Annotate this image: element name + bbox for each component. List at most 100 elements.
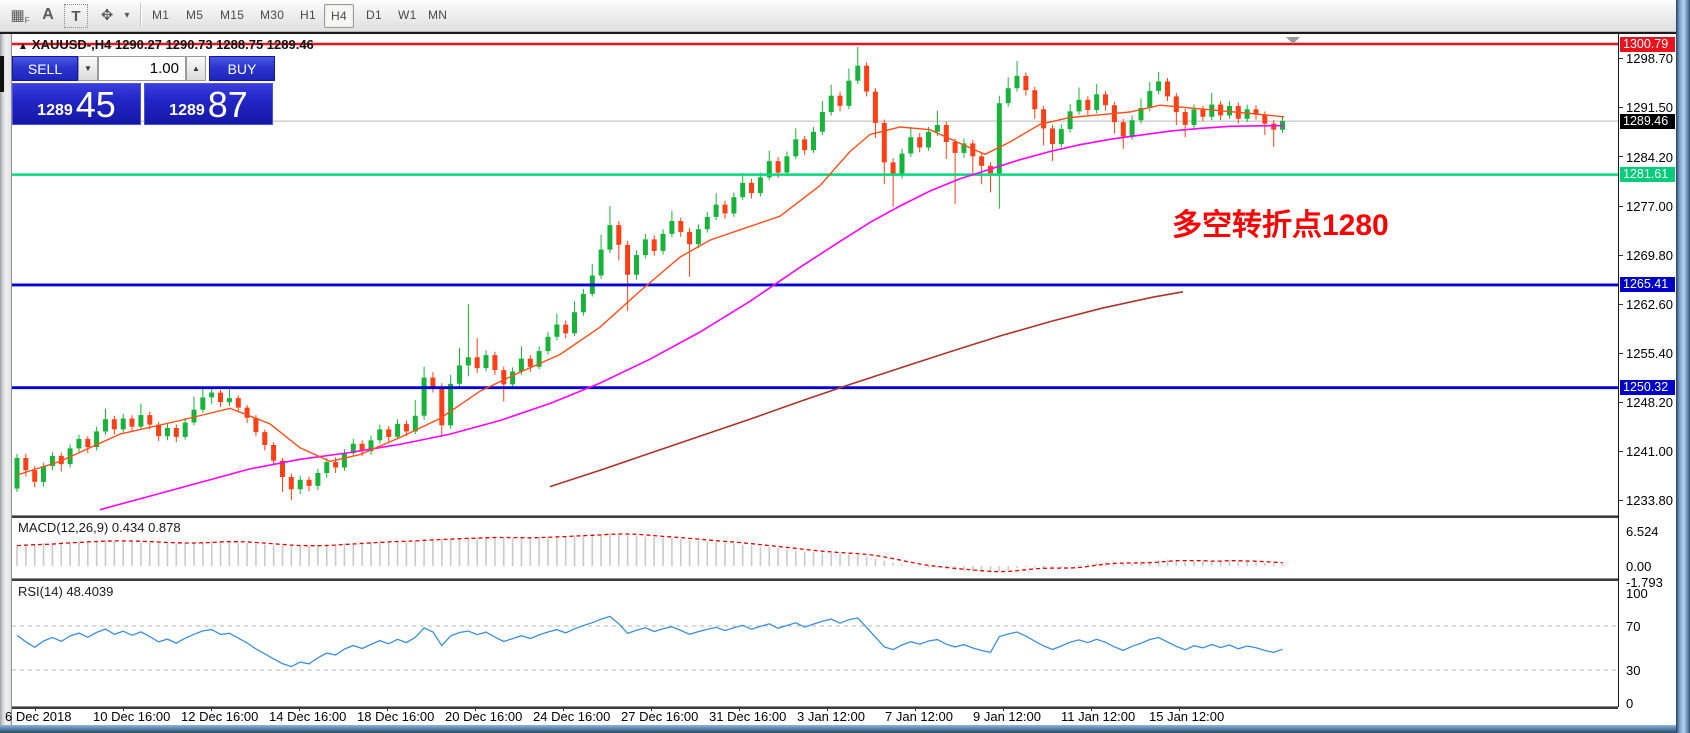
- symbol-marker-icon: ▲: [18, 41, 28, 52]
- chart-frame-border: [0, 32, 1676, 34]
- price-tick: [1619, 106, 1623, 108]
- time-tick: [563, 707, 564, 711]
- text-label-icon[interactable]: A: [42, 6, 54, 23]
- bid-price-button[interactable]: 1289 45: [12, 83, 141, 125]
- price-tick-label: 1248.20: [1626, 395, 1673, 411]
- time-tick: [475, 707, 476, 711]
- time-label: 10 Dec 16:00: [93, 709, 171, 724]
- price-badge-1265.41: 1265.41: [1620, 277, 1675, 293]
- price-tick: [1619, 303, 1623, 305]
- dropdown-caret-icon[interactable]: ▾: [124, 9, 130, 21]
- price-tick: [1619, 450, 1623, 452]
- price-tick-label: 1255.40: [1626, 346, 1673, 362]
- buy-button[interactable]: BUY: [209, 56, 275, 81]
- price-tick-label: 1262.60: [1626, 297, 1673, 313]
- price-tick-label: 1284.20: [1626, 149, 1673, 165]
- time-label: 18 Dec 16:00: [357, 709, 435, 724]
- rsi-axis-label: 0: [1626, 696, 1634, 711]
- panel-splitter[interactable]: [12, 515, 1618, 518]
- main-chart-canvas[interactable]: [12, 35, 1618, 515]
- price-tick: [1619, 401, 1623, 403]
- panel-splitter: [12, 706, 1618, 709]
- bid-price-minor: 45: [75, 84, 116, 125]
- time-tick: [299, 707, 300, 711]
- volume-decrease-button[interactable]: ▼: [78, 56, 98, 81]
- time-label: 31 Dec 16:00: [709, 709, 787, 724]
- price-tick: [1619, 254, 1623, 256]
- rsi-label: RSI(14) 48.4039: [18, 584, 114, 599]
- time-tick: [651, 707, 652, 711]
- price-tick: [1619, 352, 1623, 354]
- text-box-icon[interactable]: T: [64, 4, 88, 28]
- timeframe-m5[interactable]: M5: [186, 8, 204, 22]
- macd-axis-label: 6.524: [1626, 523, 1659, 539]
- time-tick: [123, 707, 124, 711]
- macd-axis-label: -1.793: [1626, 574, 1663, 590]
- time-tick: [827, 707, 828, 711]
- sell-button[interactable]: SELL: [12, 56, 78, 81]
- annotation-text: 多空转折点1280: [1172, 209, 1389, 242]
- panel-splitter[interactable]: [12, 578, 1618, 581]
- time-tick: [1179, 707, 1180, 711]
- macd-indicator-canvas[interactable]: [12, 518, 1618, 578]
- left-window-edge[interactable]: [0, 34, 12, 725]
- price-badge-1281.61: 1281.61: [1620, 167, 1675, 183]
- time-tick: [915, 707, 916, 711]
- timeframe-w1[interactable]: W1: [398, 8, 417, 22]
- price-tick: [1619, 156, 1623, 158]
- rsi-indicator-canvas[interactable]: [12, 581, 1618, 707]
- time-tick: [1091, 707, 1092, 711]
- time-label: 12 Dec 16:00: [181, 709, 259, 724]
- rsi-axis-label: 30: [1626, 663, 1641, 678]
- time-label: 14 Dec 16:00: [269, 709, 347, 724]
- volume-increase-button[interactable]: ▲: [186, 56, 206, 81]
- price-tick: [1619, 205, 1623, 207]
- time-label: 7 Jan 12:00: [885, 709, 953, 724]
- timeframe-m15[interactable]: M15: [220, 8, 245, 22]
- time-label: 27 Dec 16:00: [621, 709, 699, 724]
- ask-price-major: 1289: [169, 102, 205, 119]
- time-tick: [211, 707, 212, 711]
- price-tick-label: 1298.70: [1626, 51, 1673, 67]
- time-tick: [387, 707, 388, 711]
- time-label: 6 Dec 2018: [5, 709, 72, 724]
- price-badge-1289.46: 1289.46: [1620, 113, 1675, 129]
- one-click-trading-panel: SELL ▼ ▲ BUY 1289 45 1289 87: [12, 56, 276, 125]
- price-badge-1300.79: 1300.79: [1620, 36, 1675, 52]
- time-tick: [739, 707, 740, 711]
- chart-window-icon[interactable]: ▦ F: [10, 7, 30, 25]
- bid-price-major: 1289: [37, 102, 73, 119]
- time-tick: [35, 707, 36, 711]
- price-axis[interactable]: 1298.70 1291.50 1284.20 1277.00 1269.80 1262.…: [1619, 34, 1676, 725]
- price-tick-label: 1277.00: [1626, 199, 1673, 214]
- timeframe-m30[interactable]: M30: [260, 8, 285, 22]
- ask-price-minor: 87: [207, 84, 248, 125]
- volume-input[interactable]: [98, 56, 186, 81]
- price-tick-label: 1269.80: [1626, 248, 1673, 264]
- price-tick-label: 1233.80: [1626, 493, 1673, 509]
- price-tick-label: 1291.50: [1626, 100, 1673, 116]
- toolbar: ▦ F A T ✥ ▾ M1 M5 M15 M30 H1 H4 D1 W1 MN: [0, 0, 1690, 32]
- timeframe-mn[interactable]: MN: [428, 8, 448, 22]
- price-tick: [1619, 57, 1623, 59]
- macd-axis-label: 0.00: [1626, 559, 1652, 574]
- timeframe-h4[interactable]: H4: [324, 4, 354, 28]
- time-label: 3 Jan 12:00: [797, 709, 865, 724]
- macd-label: MACD(12,26,9) 0.434 0.878: [18, 520, 181, 535]
- ask-price-button[interactable]: 1289 87: [144, 83, 273, 125]
- cursor-tools-icon[interactable]: ✥: [100, 7, 114, 24]
- chart-title: ▲ XAUUSD-,H4 1290.27 1290.73 1288.75 1289…: [18, 37, 314, 52]
- price-axis-border: [1618, 34, 1619, 707]
- window-right-border: [1676, 0, 1690, 733]
- scroll-grip[interactable]: [0, 56, 4, 92]
- time-label: 11 Jan 12:00: [1061, 709, 1136, 724]
- rsi-axis-label: 100: [1626, 586, 1648, 601]
- window-bottom-border: [0, 725, 1690, 733]
- time-label: 20 Dec 16:00: [445, 709, 523, 724]
- timeframe-m1[interactable]: M1: [152, 8, 170, 22]
- time-label: 24 Dec 16:00: [533, 709, 611, 724]
- timeframe-d1[interactable]: D1: [366, 8, 382, 22]
- time-label: 15 Jan 12:00: [1149, 709, 1225, 724]
- timeframe-h1[interactable]: H1: [300, 8, 316, 22]
